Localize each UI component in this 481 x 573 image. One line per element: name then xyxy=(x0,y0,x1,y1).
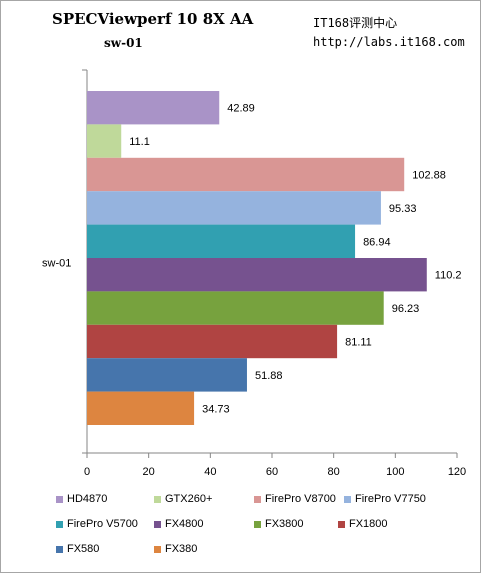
bar xyxy=(87,324,338,359)
legend-swatch xyxy=(154,545,161,553)
legend-item: FX3800 xyxy=(254,518,304,530)
legend-swatch xyxy=(254,520,261,528)
legend-item: GTX260+ xyxy=(154,493,212,505)
legend-item: FirePro V5700 xyxy=(56,518,138,530)
legend-item: FirePro V8700 xyxy=(254,493,336,505)
bar xyxy=(87,258,427,292)
bar xyxy=(87,91,220,125)
site-name: IT168评测中心 xyxy=(313,16,398,30)
legend-swatch xyxy=(154,520,161,528)
bar xyxy=(87,358,247,392)
data-label: 11.1 xyxy=(129,136,150,148)
legend-label: FX4800 xyxy=(165,518,204,530)
x-tick-label: 0 xyxy=(84,466,90,478)
x-tick-label: 120 xyxy=(448,466,466,478)
legend-item: FX1800 xyxy=(338,518,388,530)
data-label: 51.88 xyxy=(255,370,283,382)
legend-item: FX4800 xyxy=(154,518,204,530)
legend-item: FirePro V7750 xyxy=(344,493,426,505)
bar xyxy=(87,391,195,425)
data-label: 102.88 xyxy=(412,170,446,182)
x-tick-label: 40 xyxy=(204,466,216,478)
data-label: 81.11 xyxy=(345,337,372,349)
bar xyxy=(87,191,381,225)
legend-label: HD4870 xyxy=(67,493,108,505)
chart-title: SPECViewperf 10 8X AA xyxy=(52,10,254,28)
data-label: 110.2 xyxy=(435,270,462,282)
x-tick-label: 80 xyxy=(328,466,340,478)
legend-swatch xyxy=(56,520,63,528)
legend-swatch xyxy=(56,495,63,503)
legend-swatch xyxy=(254,495,261,503)
legend-swatch xyxy=(154,495,161,503)
legend-label: FX580 xyxy=(67,543,100,555)
legend-swatch xyxy=(344,495,351,503)
legend-label: FX380 xyxy=(165,543,198,555)
legend-label: FirePro V8700 xyxy=(265,493,336,505)
bar xyxy=(87,291,384,325)
x-tick-label: 60 xyxy=(266,466,278,478)
legend-item: FX580 xyxy=(56,543,99,555)
legend-label: FX1800 xyxy=(349,518,388,530)
data-label: 34.73 xyxy=(202,403,230,415)
bar xyxy=(87,224,356,258)
legend-label: GTX260+ xyxy=(165,493,213,505)
data-label: 86.94 xyxy=(363,236,391,248)
site-url: http://labs.it168.com xyxy=(313,35,465,49)
data-label: 42.89 xyxy=(227,103,255,115)
legend-swatch xyxy=(56,545,63,553)
legend-item: FX380 xyxy=(154,543,197,555)
chart-subtitle: sw-01 xyxy=(104,36,143,50)
data-label: 96.23 xyxy=(392,303,420,315)
bar xyxy=(87,157,405,192)
category-label: sw-01 xyxy=(42,258,71,270)
legend-swatch xyxy=(338,520,345,528)
legend-label: FirePro V5700 xyxy=(67,518,138,530)
legend-item: HD4870 xyxy=(56,493,107,505)
x-tick-label: 100 xyxy=(386,466,404,478)
legend-label: FX3800 xyxy=(265,518,304,530)
bar xyxy=(87,124,122,158)
legend-label: FirePro V7750 xyxy=(355,493,426,505)
data-label: 95.33 xyxy=(389,203,417,215)
x-tick-label: 20 xyxy=(143,466,155,478)
